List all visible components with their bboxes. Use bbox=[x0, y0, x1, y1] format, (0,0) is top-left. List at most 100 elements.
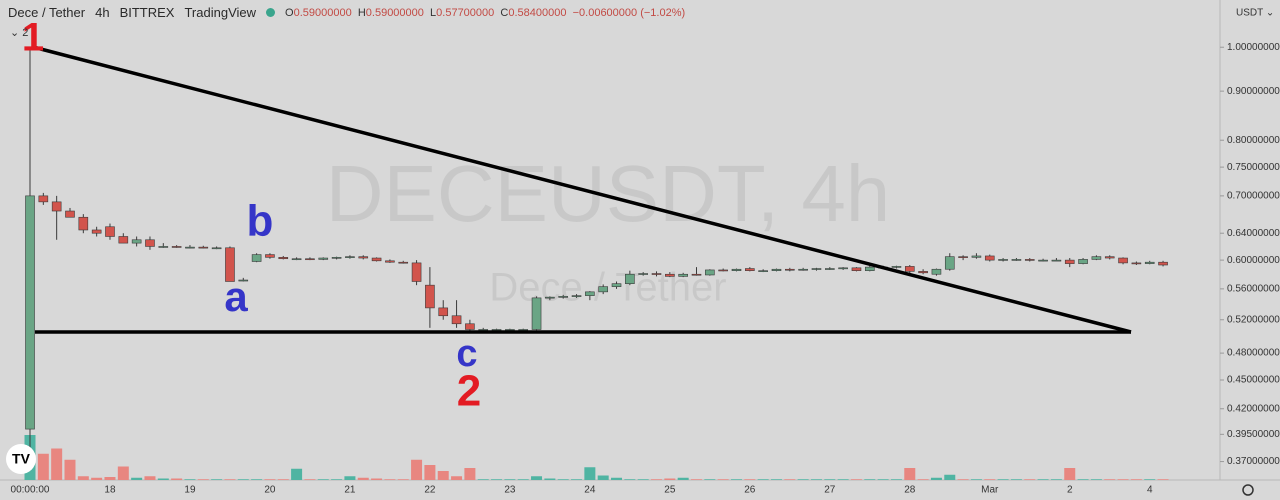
volume-bar bbox=[384, 479, 396, 480]
volume-bar bbox=[51, 448, 63, 480]
volume-bar bbox=[531, 476, 543, 480]
watermark-symbol: DECEUSDT, 4h bbox=[326, 149, 891, 238]
volume-bar bbox=[1117, 479, 1129, 480]
annotation-layer: 1 ab c2 bbox=[22, 16, 481, 416]
candle-body bbox=[1078, 259, 1088, 264]
x-tick-label: 25 bbox=[664, 485, 676, 496]
indicator-count[interactable]: ⌄ 2 bbox=[10, 27, 28, 39]
wave-label: 2 bbox=[457, 367, 481, 416]
candle-body bbox=[251, 254, 262, 262]
settings-icon[interactable] bbox=[1242, 484, 1254, 496]
candle-body bbox=[1118, 257, 1128, 264]
y-tick-label: 0.75000000 bbox=[1227, 162, 1280, 173]
volume-bar bbox=[251, 479, 263, 480]
candle-body bbox=[571, 295, 582, 297]
volume-bar bbox=[411, 459, 423, 480]
volume-bar bbox=[757, 479, 769, 480]
candle-body bbox=[758, 270, 768, 272]
wave-label: 1 bbox=[22, 16, 44, 60]
wave-label: c bbox=[456, 333, 477, 375]
volume-bar bbox=[504, 479, 516, 480]
candle-body bbox=[331, 257, 342, 259]
y-tick-label: 0.90000000 bbox=[1227, 86, 1280, 97]
volume-layer bbox=[24, 435, 1169, 480]
wave-label: b bbox=[247, 197, 274, 246]
volume-bar bbox=[904, 468, 916, 480]
volume-bar bbox=[1024, 479, 1036, 480]
volume-bar bbox=[1157, 479, 1169, 480]
watermark: DECEUSDT, 4h Dece / Tether bbox=[326, 149, 891, 309]
volume-bar bbox=[877, 479, 889, 480]
volume-bar bbox=[91, 477, 103, 480]
candle-body bbox=[984, 255, 995, 261]
candle-body bbox=[785, 268, 795, 271]
volume-bar bbox=[850, 479, 862, 480]
candle-body bbox=[851, 267, 862, 271]
x-tick-label: 28 bbox=[904, 485, 916, 496]
open-value: 0.59000000 bbox=[293, 6, 352, 19]
candle-body bbox=[131, 239, 142, 244]
y-tick-label: 0.42000000 bbox=[1227, 403, 1280, 414]
exchange: BITTREX bbox=[119, 5, 175, 20]
candle-body bbox=[118, 236, 129, 244]
low-value: 0.57700000 bbox=[436, 6, 495, 19]
candle-body bbox=[198, 246, 209, 249]
candle-body bbox=[838, 267, 848, 270]
candle-body bbox=[185, 246, 195, 249]
volume-bar bbox=[730, 479, 742, 480]
volume-bar bbox=[651, 479, 663, 480]
volume-bar bbox=[224, 479, 236, 480]
interval[interactable]: 4h bbox=[95, 5, 110, 20]
candle-body bbox=[1038, 259, 1048, 262]
candle-body bbox=[1011, 259, 1022, 261]
tv-logo[interactable]: TV bbox=[6, 444, 36, 474]
svg-text:TV: TV bbox=[12, 451, 31, 467]
candle-body bbox=[691, 273, 702, 276]
volume-bar bbox=[117, 466, 129, 480]
candle-body bbox=[51, 201, 62, 212]
volume-bar bbox=[317, 479, 329, 480]
candle-body bbox=[358, 256, 369, 259]
low-key: L bbox=[430, 6, 437, 19]
volume-bar bbox=[917, 479, 929, 480]
candle-body bbox=[531, 297, 542, 330]
wave-label: a bbox=[224, 273, 248, 320]
volume-bar bbox=[1010, 479, 1022, 480]
y-tick-label: 1.00000000 bbox=[1227, 42, 1280, 53]
x-tick-label: 23 bbox=[504, 485, 516, 496]
candle-body bbox=[425, 284, 435, 309]
candle-body bbox=[678, 273, 688, 277]
candle-body bbox=[585, 291, 595, 296]
currency-label[interactable]: USDT ⌄ bbox=[1236, 8, 1274, 19]
candle-body bbox=[1091, 256, 1102, 260]
volume-bar bbox=[717, 479, 729, 480]
symbol-name[interactable]: Dece / Tether bbox=[8, 5, 86, 20]
candle-body bbox=[944, 256, 955, 270]
volume-bar bbox=[797, 479, 809, 480]
volume-bar bbox=[451, 476, 463, 480]
candle-body bbox=[665, 273, 675, 277]
x-tick-label: 19 bbox=[184, 485, 196, 496]
trend-line bbox=[32, 45, 1132, 334]
volume-bar bbox=[837, 479, 849, 480]
candle-body bbox=[824, 268, 835, 270]
candle-body bbox=[931, 268, 942, 275]
candle-body bbox=[225, 247, 235, 282]
volume-bar bbox=[184, 479, 196, 480]
x-tick-label: 20 bbox=[264, 485, 276, 496]
volume-bar bbox=[1130, 479, 1142, 480]
axes: 1.00000000 0.90000000 0.80000000 0.75000000… bbox=[11, 42, 1280, 496]
volume-bar bbox=[664, 478, 676, 480]
candle-body bbox=[438, 307, 449, 317]
candle-body bbox=[971, 255, 982, 258]
candle-body bbox=[638, 273, 648, 275]
volume-bar bbox=[597, 475, 609, 480]
volume-bar bbox=[37, 453, 49, 480]
candle-body bbox=[238, 279, 249, 282]
candle-body bbox=[25, 195, 35, 430]
x-tick-label: 22 bbox=[424, 485, 436, 496]
candle-body bbox=[1064, 259, 1075, 264]
